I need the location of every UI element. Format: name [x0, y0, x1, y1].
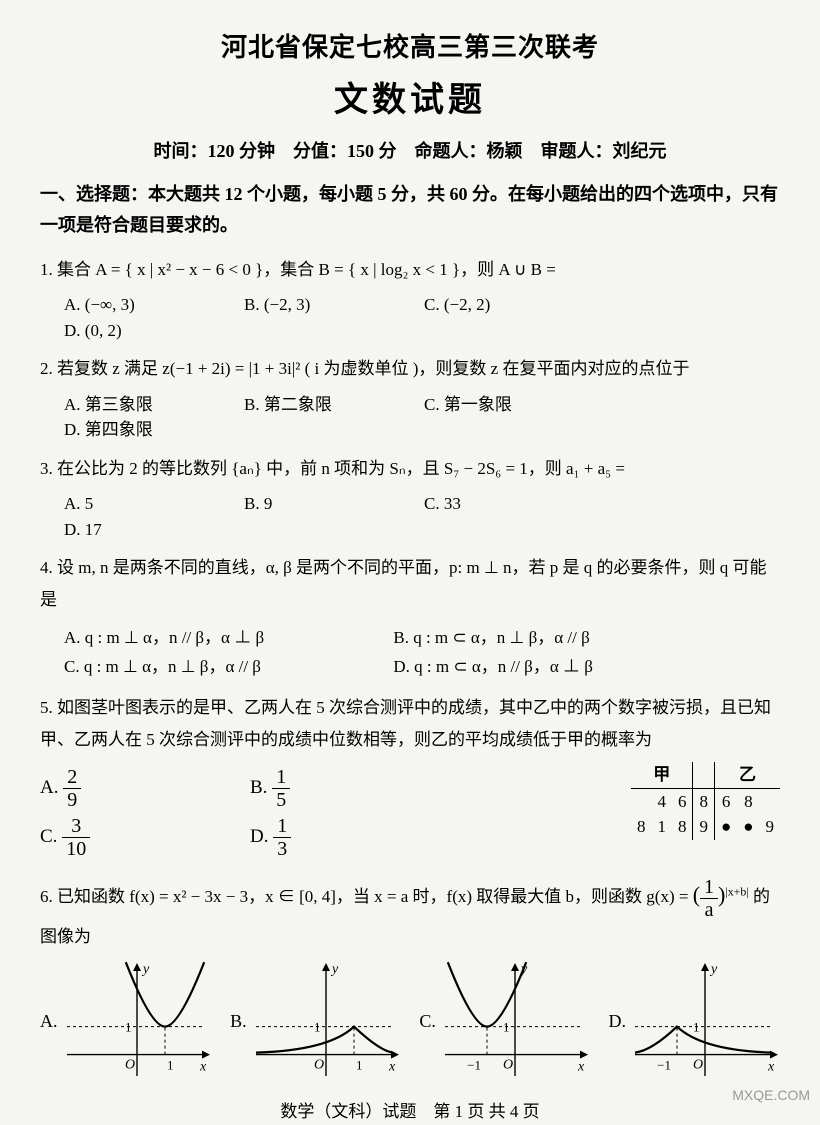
graph-D-svg: Ox y 1 −1 [630, 961, 780, 1081]
watermark: MXQE.COM [732, 1085, 810, 1106]
q6-graph-B-label: B. [230, 1008, 247, 1035]
q6-graph-D: D. Ox y 1 −1 [609, 961, 781, 1081]
q5-opt-D-label: D. [250, 826, 268, 847]
q5-opt-C-label: C. [40, 826, 57, 847]
svg-text:x: x [388, 1060, 396, 1075]
q6-graph-C: C. Oxy1−1 [419, 961, 590, 1081]
svg-text:x: x [199, 1060, 207, 1075]
question-2-options: A. 第三象限 B. 第二象限 C. 第一象限 D. 第四象限 [64, 392, 780, 443]
q6-exponent: |x+b| [725, 885, 748, 899]
question-6: 6. 已知函数 f(x) = x² − 3x − 3，x ∈ [0, 4]，当 … [40, 874, 780, 953]
svg-text:y: y [330, 962, 339, 977]
graph-C-svg: Oxy1−1 [440, 961, 590, 1081]
question-3: 3. 在公比为 2 的等比数列 {aₙ} 中，前 n 项和为 Sₙ，且 S₇ −… [40, 453, 780, 485]
q3-opt-A: A. 5 [64, 491, 234, 517]
q2-opt-D: D. 第四象限 [64, 417, 234, 443]
svg-text:1: 1 [356, 1058, 363, 1073]
fraction-icon: 310 [62, 815, 90, 860]
svg-text:1: 1 [125, 1020, 132, 1035]
fraction-icon: 29 [63, 766, 81, 811]
question-1: 1. 集合 A = { x | x² − x − 6 < 0 }，集合 B = … [40, 254, 780, 286]
q5-opt-A: A. 29 [40, 766, 250, 811]
question-4: 4. 设 m, n 是两条不同的直线，α, β 是两个不同的平面，p: m ⊥ … [40, 552, 780, 617]
q1-opt-C: C. (−2, 2) [424, 292, 594, 318]
q1-opt-B: B. (−2, 3) [244, 292, 414, 318]
svg-text:x: x [767, 1060, 775, 1075]
svg-text:1: 1 [167, 1058, 174, 1073]
q2-opt-C: C. 第一象限 [424, 392, 594, 418]
q1-opt-A: A. (−∞, 3) [64, 292, 234, 318]
q4-opt-D: D. q : m ⊂ α，n // β，α ⊥ β [393, 654, 722, 680]
q6-graph-C-label: C. [419, 1008, 436, 1035]
question-6-graphs: A. Ox y 1 1 B. Ox y 1 1 C. Ox y 1 −1 D. Ox y 1 −1 [40, 961, 780, 1081]
stemleaf-row-1: 4 6 8 6 8 [631, 788, 780, 814]
q5-opt-C: C. 310 [40, 815, 250, 860]
question-4-options: A. q : m ⊥ α，n // β，α ⊥ β B. q : m ⊂ α，n… [64, 623, 780, 682]
svg-text:O: O [503, 1058, 513, 1073]
question-3-options: A. 5 B. 9 C. 33 D. 17 [64, 491, 780, 542]
q6-graph-A-label: A. [40, 1008, 58, 1035]
svg-text:x: x [577, 1060, 585, 1075]
q6-text-prefix: 6. 已知函数 f(x) = x² − 3x − 3，x ∈ [0, 4]，当 … [40, 887, 693, 906]
exam-title-subject: 文数试题 [40, 75, 780, 126]
q4-opt-B: B. q : m ⊂ α，n ⊥ β，α // β [393, 625, 722, 651]
q5-opt-B-label: B. [250, 777, 267, 798]
svg-text:−1: −1 [467, 1058, 481, 1073]
q4-opt-C: C. q : m ⊥ α，n ⊥ β，α // β [64, 654, 393, 680]
svg-text:−1: −1 [657, 1058, 671, 1073]
svg-text:O: O [693, 1058, 703, 1073]
q4-opt-A: A. q : m ⊥ α，n // β，α ⊥ β [64, 625, 393, 651]
q2-opt-B: B. 第二象限 [244, 392, 414, 418]
q1-opt-D: D. (0, 2) [64, 318, 234, 344]
question-1-options: A. (−∞, 3) B. (−2, 3) C. (−2, 2) D. (0, … [64, 292, 780, 343]
q6-graph-B: B. Ox y 1 1 [230, 961, 401, 1081]
fraction-icon: 15 [272, 766, 290, 811]
svg-text:y: y [141, 962, 150, 977]
q5-opt-D: D. 13 [250, 815, 460, 860]
fraction-icon: 1a [700, 876, 718, 921]
q3-opt-C: C. 33 [424, 491, 594, 517]
q2-opt-A: A. 第三象限 [64, 392, 234, 418]
question-2: 2. 若复数 z 满足 z(−1 + 2i) = |1 + 3i|² ( i 为… [40, 353, 780, 385]
stemleaf-row-2: 8 1 8 9 ● ● 9 [631, 814, 780, 840]
svg-text:1: 1 [503, 1020, 510, 1035]
q5-opt-B: B. 15 [250, 766, 460, 811]
q3-opt-D: D. 17 [64, 517, 234, 543]
stem-leaf-plot: 甲 乙 4 6 8 6 8 8 1 8 9 ● ● 9 [631, 762, 780, 840]
q6-graph-A: A. Ox y 1 1 [40, 961, 212, 1081]
svg-text:y: y [709, 962, 718, 977]
question-5-options: A. 29 B. 15 C. 310 D. 13 [40, 762, 591, 864]
stemleaf-header-left: 甲 [631, 762, 693, 788]
exam-meta: 时间：120 分钟 分值：150 分 命题人：杨颖 审题人：刘纪元 [40, 138, 780, 165]
graph-B-svg: Ox y 1 1 [251, 961, 401, 1081]
q3-opt-B: B. 9 [244, 491, 414, 517]
svg-text:O: O [125, 1058, 135, 1073]
svg-text:O: O [314, 1058, 324, 1073]
fraction-icon: 13 [273, 815, 291, 860]
graph-A-svg: Ox y 1 1 [62, 961, 212, 1081]
stemleaf-header-right: 乙 [714, 762, 780, 788]
svg-text:1: 1 [693, 1020, 700, 1035]
svg-text:1: 1 [314, 1020, 321, 1035]
exam-title-school: 河北省保定七校高三第三次联考 [40, 28, 780, 67]
question-5: 5. 如图茎叶图表示的是甲、乙两人在 5 次综合测评中的成绩，其中乙中的两个数字… [40, 692, 780, 757]
section-1-heading: 一、选择题：本大题共 12 个小题，每小题 5 分，共 60 分。在每小题给出的… [40, 179, 780, 240]
q5-opt-A-label: A. [40, 777, 58, 798]
q6-graph-D-label: D. [609, 1008, 627, 1035]
